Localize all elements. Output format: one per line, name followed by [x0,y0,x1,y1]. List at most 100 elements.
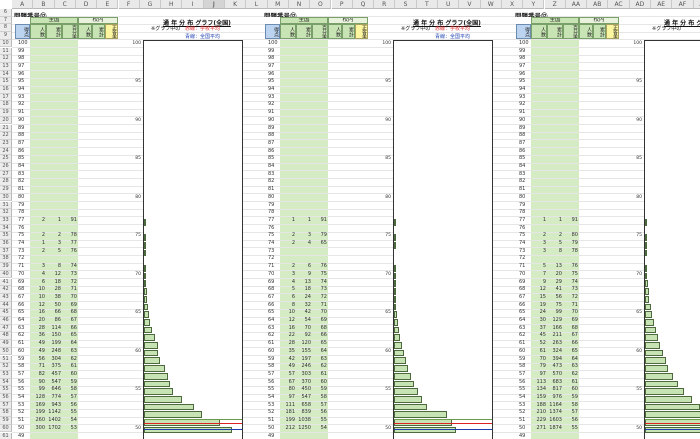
data-cell[interactable]: 74 [70,263,77,270]
score-cell[interactable]: 68 [18,286,25,293]
score-cell[interactable]: 81 [18,186,25,193]
score-cell[interactable]: 57 [519,370,526,377]
column-header-p[interactable]: P [331,0,353,9]
data-cell[interactable]: 32 [304,301,311,308]
data-cell[interactable]: 97 [539,370,546,377]
data-cell[interactable]: 72 [320,293,327,300]
score-cell[interactable]: 96 [18,70,25,77]
data-cell[interactable]: 76 [571,263,578,270]
data-cell[interactable]: 55 [571,424,578,431]
data-cell[interactable]: 63 [70,347,77,354]
data-cell[interactable]: 1 [291,216,295,223]
score-cell[interactable]: 74 [519,240,526,246]
score-cell[interactable]: 79 [519,201,526,208]
score-cell[interactable]: 88 [519,132,526,139]
data-cell[interactable]: 41 [555,286,562,293]
score-cell[interactable]: 77 [519,216,526,223]
score-cell[interactable]: 85 [18,155,25,162]
data-cell[interactable]: 166 [552,324,562,331]
score-cell[interactable]: 50 [18,424,25,431]
score-cell[interactable]: 95 [519,78,526,85]
score-cell[interactable]: 93 [268,93,275,100]
score-cell[interactable]: 51 [519,417,526,424]
data-cell[interactable]: 59 [571,394,578,400]
data-cell[interactable]: 99 [555,309,562,316]
data-cell[interactable]: 370 [301,378,311,385]
score-cell[interactable]: 69 [18,278,25,285]
column-header-u[interactable]: U [438,0,460,9]
data-cell[interactable]: 65 [320,240,327,246]
data-cell[interactable]: 13 [555,263,562,270]
score-cell[interactable]: 72 [519,255,526,262]
score-cell[interactable]: 99 [18,47,25,54]
row-header[interactable]: 57 [0,401,12,410]
data-cell[interactable]: 78 [70,232,77,239]
row-header[interactable]: 6 [0,9,12,17]
row-header[interactable]: 18 [0,101,12,110]
score-cell[interactable]: 51 [18,417,25,424]
score-cell[interactable]: 86 [268,147,275,154]
data-cell[interactable]: 1702 [48,424,61,431]
score-cell[interactable]: 55 [18,386,25,393]
score-cell[interactable]: 89 [18,124,25,131]
data-cell[interactable]: 35 [288,347,295,354]
score-cell[interactable]: 79 [268,201,275,208]
data-cell[interactable]: 12 [54,270,61,277]
data-cell[interactable]: 75 [571,270,578,277]
score-cell[interactable]: 70 [519,270,526,277]
score-cell[interactable]: 88 [18,132,25,139]
score-cell[interactable]: 94 [268,86,275,92]
row-header[interactable]: 47 [0,324,12,333]
score-cell[interactable]: 54 [18,394,25,400]
score-cell[interactable]: 63 [18,324,25,331]
score-cell[interactable]: 65 [519,309,526,316]
data-cell[interactable]: 65 [320,340,327,347]
data-cell[interactable]: 49 [38,340,45,347]
data-cell[interactable]: 4 [307,240,311,246]
data-cell[interactable]: 394 [552,355,562,362]
data-cell[interactable]: 56 [38,355,45,362]
score-cell[interactable]: 97 [519,62,526,69]
row-header[interactable]: 49 [0,340,12,348]
column-header-ac[interactable]: AC [608,0,630,9]
data-cell[interactable]: 54 [304,317,311,323]
data-cell[interactable]: 64 [320,347,327,354]
column-header-a[interactable]: A [12,0,34,9]
row-header[interactable]: 46 [0,317,12,325]
data-cell[interactable]: 82 [38,370,45,377]
score-cell[interactable]: 75 [268,232,275,239]
data-cell[interactable]: 58 [70,386,77,393]
data-cell[interactable]: 79 [539,363,546,370]
score-cell[interactable]: 60 [268,347,275,354]
data-cell[interactable]: 24 [539,309,546,316]
data-cell[interactable]: 36 [38,332,45,339]
row-header[interactable]: 40 [0,270,12,279]
data-cell[interactable]: 65 [571,347,578,354]
data-cell[interactable]: 65 [70,332,77,339]
score-cell[interactable]: 64 [268,317,275,323]
data-cell[interactable]: 74 [571,278,578,285]
data-cell[interactable]: 2 [291,263,295,270]
row-header[interactable]: 26 [0,163,12,171]
data-cell[interactable]: 16 [288,324,295,331]
score-cell[interactable]: 67 [18,293,25,300]
data-cell[interactable]: 943 [51,401,61,408]
data-cell[interactable]: 49 [38,347,45,354]
score-cell[interactable]: 57 [268,370,275,377]
score-cell[interactable]: 84 [18,163,25,169]
score-cell[interactable]: 80 [519,193,526,200]
data-cell[interactable]: 839 [301,409,311,416]
score-cell[interactable]: 54 [268,394,275,400]
data-cell[interactable]: 18 [304,286,311,293]
score-cell[interactable]: 57 [18,370,25,377]
data-cell[interactable]: 181 [285,409,295,416]
data-cell[interactable]: 70 [571,309,578,316]
data-cell[interactable]: 79 [320,232,327,239]
row-header[interactable]: 43 [0,293,12,302]
data-cell[interactable]: 50 [54,301,61,308]
data-cell[interactable]: 120 [301,340,311,347]
score-cell[interactable]: 50 [268,424,275,431]
data-cell[interactable]: 2 [41,232,45,239]
data-cell[interactable]: 80 [288,386,295,393]
score-cell[interactable]: 68 [268,286,275,293]
